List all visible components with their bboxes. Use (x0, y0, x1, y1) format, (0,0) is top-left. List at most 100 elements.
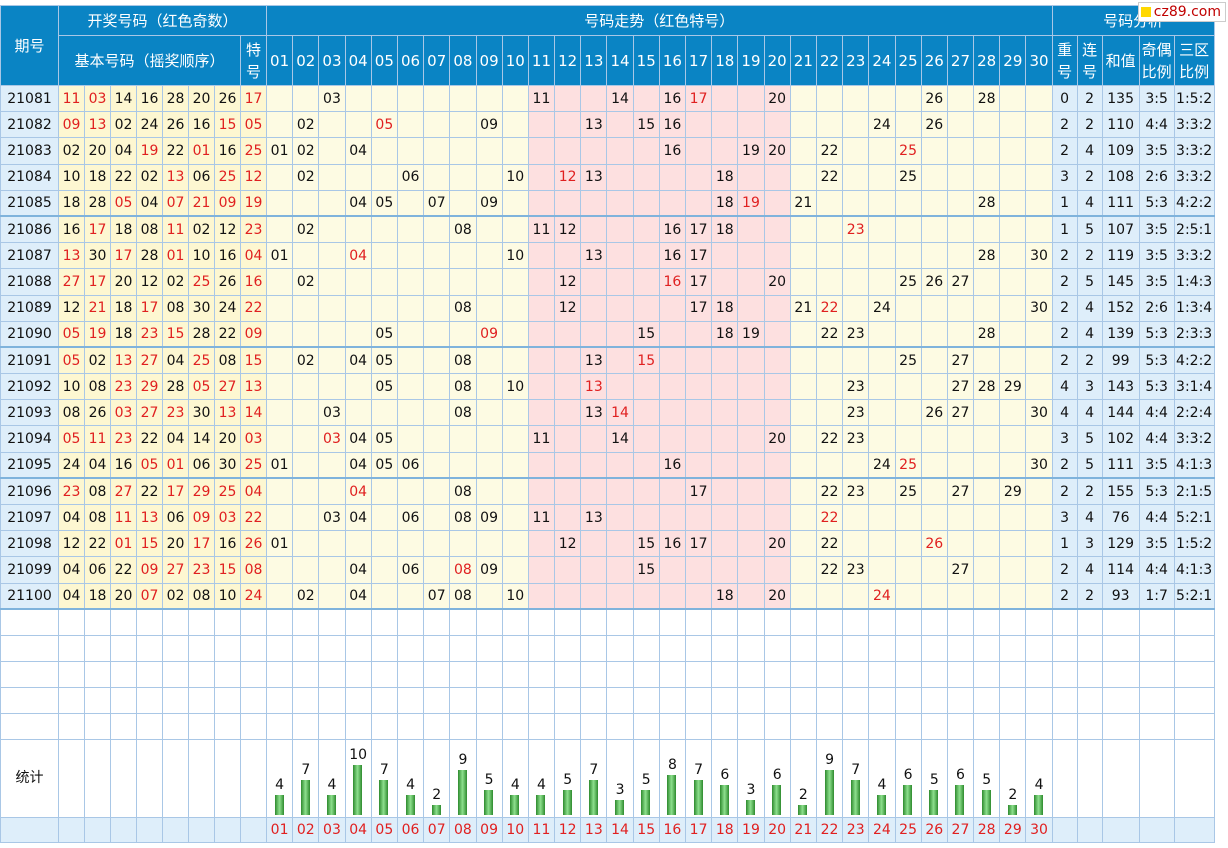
empty-cell (188, 660, 215, 688)
trend-cell (737, 425, 765, 453)
logo-text: cz89.com (1153, 4, 1221, 20)
basic-number: 30 (188, 399, 215, 427)
trend-cell (658, 477, 687, 506)
basic-number: 05 (136, 451, 163, 480)
bottom-number-label: 03 (318, 816, 346, 843)
trend-cell (868, 189, 896, 218)
basic-number: 08 (84, 503, 111, 532)
trend-cell: 23 (842, 399, 870, 427)
trend-cell (920, 373, 948, 401)
basic-number: 05 (58, 425, 85, 453)
trend-cell: 16 (658, 137, 687, 165)
zone-cell: 4:1:3 (1173, 451, 1215, 480)
trend-cell (999, 530, 1027, 558)
bottom-number-label: 22 (815, 816, 844, 843)
trend-cell (396, 399, 425, 427)
trend-col-20: 20 (763, 35, 791, 86)
trend-cell: 23 (842, 556, 870, 584)
empty-cell (684, 660, 713, 688)
draw-header: 开奖号码（红色奇数） (58, 5, 267, 36)
empty-cell (842, 712, 870, 740)
trend-cell (789, 346, 817, 375)
basic-number: 05 (188, 373, 215, 401)
trend-header: 号码走势（红色特号） (266, 5, 1053, 36)
empty-cell (1101, 712, 1140, 740)
empty-cell (580, 634, 608, 662)
empty-cell (527, 660, 556, 688)
trend-cell (396, 84, 425, 113)
trend-cell (318, 373, 346, 401)
trend-cell (737, 582, 765, 611)
empty-cell (501, 634, 529, 662)
bottom-number-label: 16 (658, 816, 687, 843)
empty-cell (973, 634, 1001, 662)
trend-cell (711, 425, 739, 453)
trend-cell (815, 399, 844, 427)
basic-number: 22 (214, 320, 241, 349)
trend-cell: 13 (580, 242, 608, 270)
empty-cell (1138, 608, 1175, 636)
bar-22 (824, 769, 834, 815)
trend-cell (501, 477, 529, 506)
trend-cell (763, 556, 791, 584)
empty-cell (240, 608, 267, 636)
trend-cell (501, 399, 529, 427)
bar-10 (510, 794, 520, 815)
trend-cell (868, 84, 896, 113)
trend-cell (684, 425, 713, 453)
bottom-number-label: 29 (999, 816, 1027, 843)
basic-number: 09 (188, 503, 215, 532)
bottom-number-label: 28 (973, 816, 1001, 843)
trend-cell (396, 294, 425, 322)
bar-wrap: 4 (529, 740, 553, 816)
trend-cell: 23 (842, 373, 870, 401)
sum-cell: 129 (1101, 530, 1140, 558)
trend-cell (973, 137, 1001, 165)
trend-cell: 02 (292, 268, 320, 296)
trend-cell: 09 (475, 503, 503, 532)
empty-cell (188, 608, 215, 636)
basic-number: 27 (214, 373, 241, 401)
site-logo[interactable]: cz89.com (1137, 2, 1226, 22)
trend-cell: 13 (580, 346, 608, 375)
trend-cell (370, 399, 398, 427)
trend-cell (815, 242, 844, 270)
empty-cell (684, 608, 713, 636)
basic-number: 04 (162, 425, 189, 453)
bar-cell: 7 (842, 738, 870, 818)
trend-cell (318, 556, 346, 584)
trend-cell: 27 (946, 268, 975, 296)
basic-number: 01 (162, 242, 189, 270)
empty-cell (632, 608, 660, 636)
trend-cell (580, 137, 608, 165)
trend-cell: 04 (344, 451, 372, 480)
trend-cell (842, 451, 870, 480)
repeat-cell: 1 (1051, 530, 1078, 558)
trend-cell: 30 (1025, 399, 1053, 427)
trend-cell (658, 320, 687, 349)
trend-cell (1025, 215, 1053, 244)
basic-number: 16 (214, 137, 241, 165)
empty-cell (711, 660, 739, 688)
period-cell: 21100 (0, 582, 59, 611)
oe-cell: 5:3 (1138, 373, 1175, 401)
empty-cell (946, 660, 975, 688)
trend-cell (527, 294, 556, 322)
trend-cell (999, 346, 1027, 375)
basic-number: 15 (162, 320, 189, 349)
empty-cell (632, 660, 660, 688)
bar-cell: 5 (475, 738, 503, 818)
trend-cell (370, 84, 398, 113)
empty-cell (449, 634, 477, 662)
trend-cell (763, 320, 791, 349)
sum-cell: 110 (1101, 111, 1140, 139)
empty-cell (423, 608, 451, 636)
empty-cell (370, 634, 398, 662)
sum-cell: 108 (1101, 163, 1140, 191)
empty-cell (1138, 686, 1175, 714)
bottom-number-label: 18 (711, 816, 739, 843)
trend-cell (554, 346, 582, 375)
trend-col-19: 19 (737, 35, 765, 86)
empty-cell (370, 686, 398, 714)
trend-cell (684, 163, 713, 191)
